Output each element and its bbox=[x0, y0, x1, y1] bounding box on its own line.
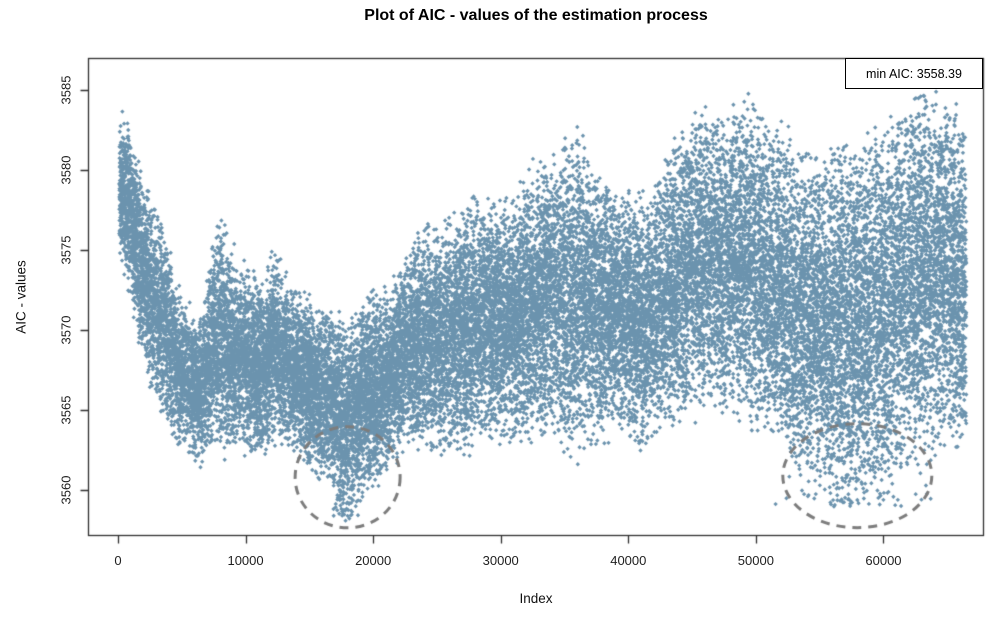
chart-title: Plot of AIC - values of the estimation p… bbox=[364, 7, 708, 24]
y-tick-label: 3570 bbox=[58, 315, 74, 345]
x-tick-label: 10000 bbox=[227, 553, 264, 568]
legend-min-aic-label: min AIC: 3558.39 bbox=[866, 66, 962, 81]
x-tick-label: 30000 bbox=[482, 553, 519, 568]
y-tick-label: 3560 bbox=[58, 475, 74, 505]
x-tick-label: 40000 bbox=[610, 553, 647, 568]
legend-box: min AIC: 3558.39 bbox=[845, 58, 983, 89]
y-tick-label: 3580 bbox=[58, 155, 74, 185]
x-axis-label: Index bbox=[519, 591, 553, 606]
y-tick-label: 3565 bbox=[58, 395, 74, 425]
x-tick-label: 0 bbox=[114, 553, 122, 568]
x-tick-label: 60000 bbox=[865, 553, 902, 568]
x-tick-label: 50000 bbox=[737, 553, 774, 568]
y-tick-label: 3575 bbox=[58, 235, 74, 265]
x-tick-label: 20000 bbox=[355, 553, 392, 568]
y-tick-label: 3585 bbox=[58, 75, 74, 105]
y-axis-label: AIC - values bbox=[13, 260, 29, 334]
